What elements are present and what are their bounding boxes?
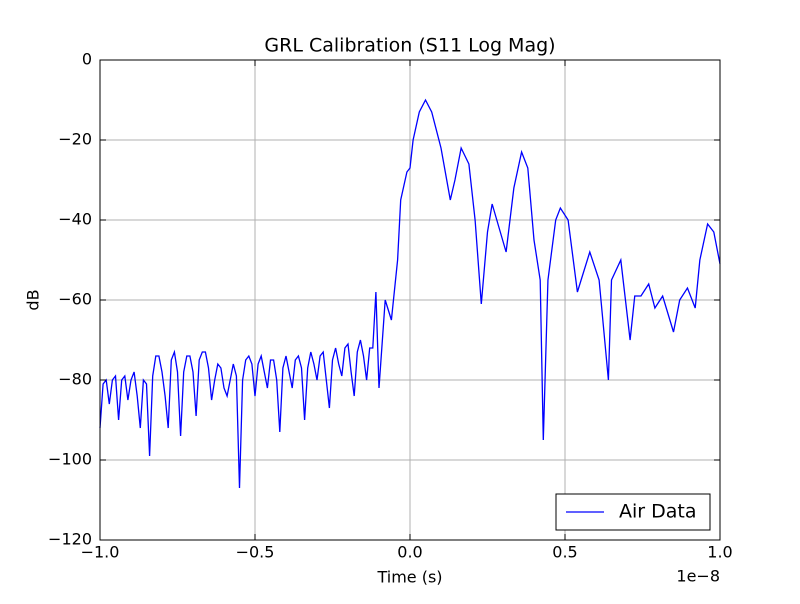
y-tick-label: −20 [58, 130, 92, 149]
x-tick-label: 1.0 [707, 543, 732, 562]
y-tick-label: −100 [48, 450, 92, 469]
y-axis-label: dB [24, 289, 43, 310]
x-tick-label: −1.0 [81, 543, 120, 562]
y-tick-label: −40 [58, 210, 92, 229]
x-tick-label: −0.5 [236, 543, 275, 562]
y-tick-label: −60 [58, 290, 92, 309]
x-tick-label: 0.0 [397, 543, 422, 562]
y-tick-label: −120 [48, 530, 92, 549]
legend-label: Air Data [619, 501, 697, 523]
y-tick-label: 0 [82, 50, 92, 69]
x-offset-label: 1e−8 [676, 567, 720, 586]
x-tick-label: 0.5 [552, 543, 577, 562]
x-axis-label: Time (s) [376, 568, 442, 587]
data-line [99, 98, 721, 489]
chart-title: GRL Calibration (S11 Log Mag) [264, 35, 555, 57]
plot-area [99, 98, 721, 489]
y-tick-label: −80 [58, 370, 92, 389]
